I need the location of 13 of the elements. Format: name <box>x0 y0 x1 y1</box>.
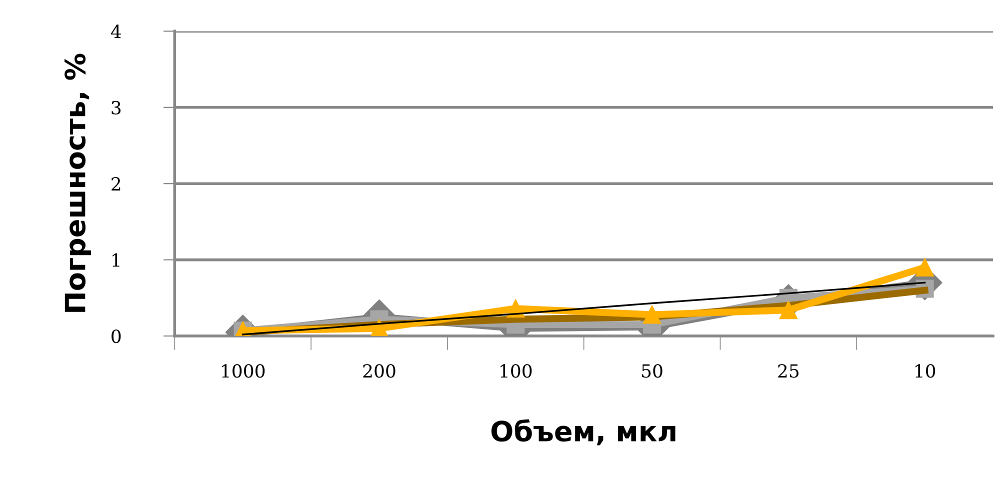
y-axis-title: Погрешность, % <box>64 54 91 312</box>
x-tick-label: 50 <box>642 364 662 378</box>
y-tick-label: 1 <box>112 253 120 267</box>
y-tick-label: 2 <box>112 177 120 190</box>
x-tick-label: 100 <box>500 364 532 378</box>
y-tick-label: 4 <box>110 24 121 38</box>
x-tick-label: 200 <box>363 364 396 378</box>
y-tick-label: 3 <box>112 100 121 115</box>
x-tick-label: 1000 <box>222 364 265 378</box>
x-tick-label: 10 <box>916 364 936 378</box>
y-tick-label: 0 <box>112 329 121 344</box>
x-axis-title: Объем, мкл <box>491 419 676 446</box>
x-tick-label: 25 <box>778 364 799 378</box>
